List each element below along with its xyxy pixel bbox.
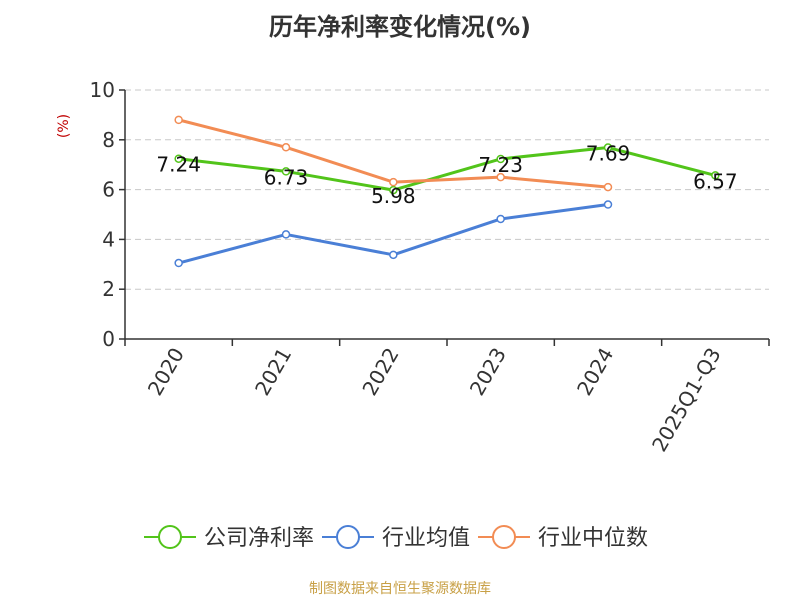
y-tick-label-10: 10 xyxy=(90,78,115,102)
x-tick-label-2021: 2021 xyxy=(250,344,296,400)
x-tick-label-2022: 2022 xyxy=(357,344,403,400)
data-label-2: 5.98 xyxy=(371,184,416,208)
series-line-0 xyxy=(178,146,716,192)
point-0-4 xyxy=(603,143,613,152)
legend-item-1[interactable]: 行业均值 xyxy=(322,525,470,551)
y-tick-label-4: 4 xyxy=(102,227,115,251)
y-tick-label-6: 6 xyxy=(102,178,115,202)
legend-marker-icon-1 xyxy=(336,525,360,549)
grid-lines xyxy=(125,89,769,290)
y-axis-label: (%) xyxy=(56,114,72,138)
point-2-4 xyxy=(603,182,613,192)
legend-item-2[interactable]: 行业中位数 xyxy=(478,525,648,551)
x-tick-label-2024: 2024 xyxy=(572,344,618,400)
point-1-0 xyxy=(174,258,183,268)
x-tick-label-2025Q1-Q3: 2025Q1-Q3 xyxy=(647,344,726,456)
point-0-0 xyxy=(174,154,183,163)
point-0-5 xyxy=(711,171,720,180)
chart-title: 历年净利率变化情况(%) xyxy=(269,13,531,41)
data-label-3: 7.23 xyxy=(478,153,523,177)
data-label-0: 7.24 xyxy=(156,153,201,177)
data-label-4: 7.69 xyxy=(586,142,631,166)
series-layer xyxy=(174,115,720,268)
legend-label-1: 行业均值 xyxy=(382,526,470,551)
data-labels: 7.24 6.73 5.98 7.23 7.69 6.57 xyxy=(156,142,737,209)
data-label-1: 6.73 xyxy=(264,165,309,189)
legend-label-2: 行业中位数 xyxy=(538,526,648,551)
point-2-0 xyxy=(174,115,183,125)
point-1-1 xyxy=(281,230,291,239)
point-2-1 xyxy=(281,143,291,152)
point-0-2 xyxy=(389,185,398,195)
legend-label-0: 公司净利率 xyxy=(204,526,314,551)
point-1-3 xyxy=(496,214,505,224)
source-footer: 制图数据来自恒生聚源数据库 xyxy=(309,581,491,597)
point-1-2 xyxy=(389,250,398,260)
x-tick-label-2023: 2023 xyxy=(465,343,511,399)
point-2-2 xyxy=(389,177,398,187)
legend[interactable]: 公司净利率 行业均值 行业中位数 xyxy=(144,525,648,551)
point-0-1 xyxy=(281,167,291,176)
axes: 0 2 4 6 8 10 2020 2021 2022 2023 2024 2025Q1-Q3 xyxy=(90,78,770,456)
y-tick-label-8: 8 xyxy=(102,128,115,152)
y-tick-label-0: 0 xyxy=(102,327,115,351)
point-0-3 xyxy=(496,154,505,164)
data-label-5: 6.57 xyxy=(693,169,738,193)
legend-marker-icon-0 xyxy=(158,525,182,549)
y-tick-label-2: 2 xyxy=(102,277,115,301)
point-1-4 xyxy=(603,200,613,209)
legend-item-0[interactable]: 公司净利率 xyxy=(144,525,314,551)
point-2-3 xyxy=(496,172,505,182)
x-tick-label-2020: 2020 xyxy=(143,344,189,400)
legend-marker-icon-2 xyxy=(492,525,516,549)
